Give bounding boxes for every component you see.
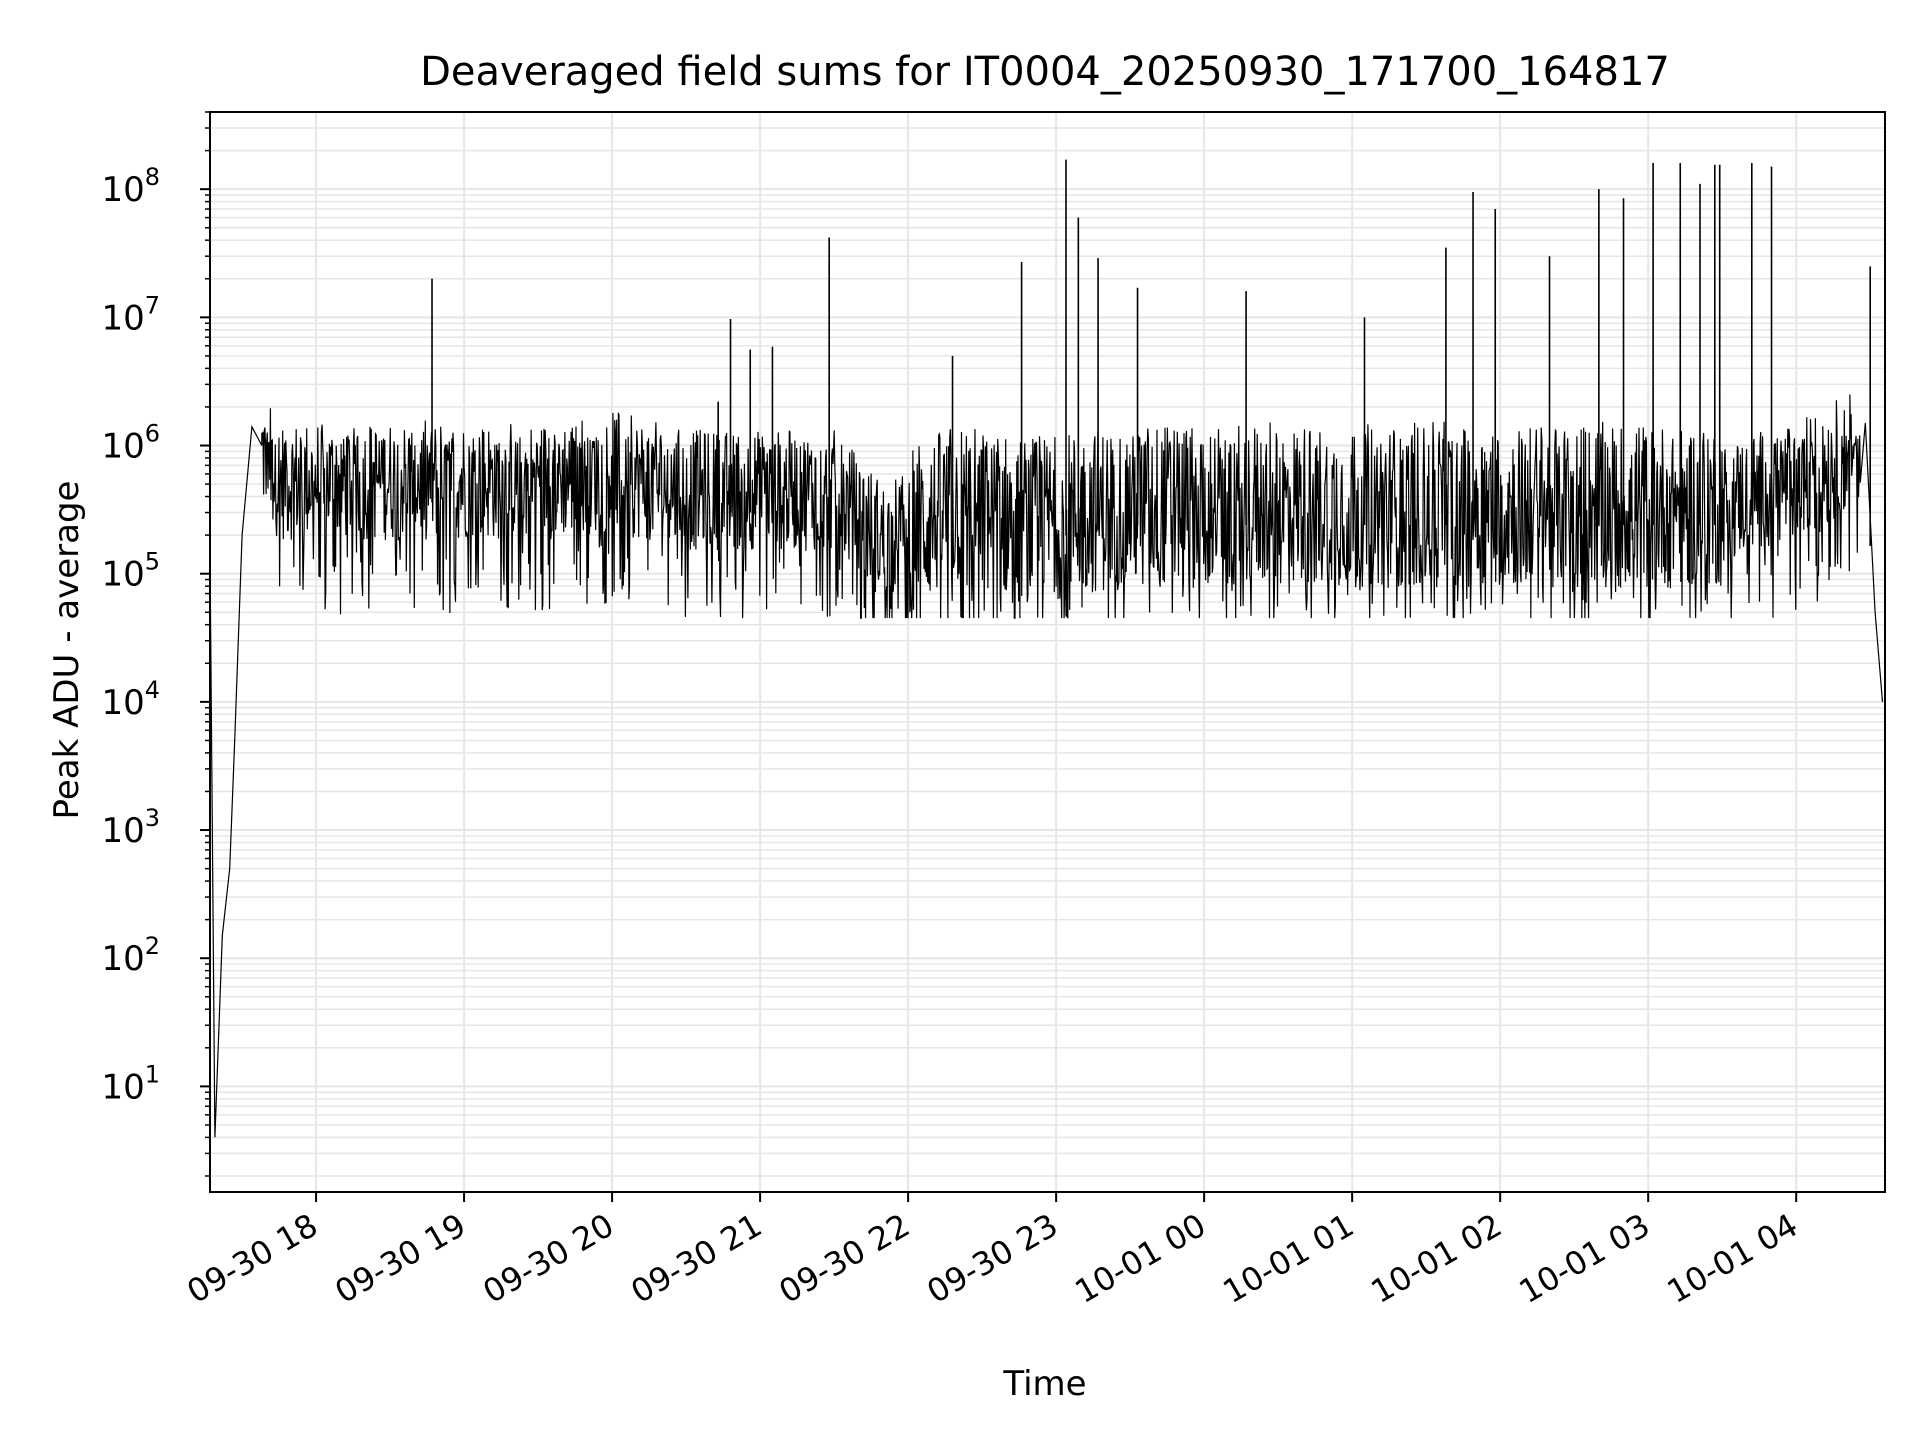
chart-title: Deaveraged field sums for IT0004_2025093… <box>420 49 1670 95</box>
y-tick-label: 102 <box>101 932 160 979</box>
y-tick-label: 106 <box>101 420 160 467</box>
series-line <box>209 394 1884 1138</box>
x-tick-label: 09-30 18 <box>180 1206 324 1311</box>
x-tick-label: 10-01 00 <box>1069 1206 1213 1311</box>
x-tick-label: 10-01 02 <box>1365 1206 1509 1311</box>
plot-frame <box>209 111 1886 1193</box>
data-layer <box>209 159 1884 1138</box>
grid <box>210 111 1885 1192</box>
y-tick-label: 101 <box>101 1060 160 1107</box>
x-tick-label: 09-30 21 <box>625 1206 769 1311</box>
y-axis-label: Peak ADU - average <box>47 481 87 820</box>
x-tick-label: 09-30 20 <box>476 1206 620 1311</box>
x-tick-label: 09-30 19 <box>328 1206 472 1311</box>
y-tick-label: 108 <box>101 163 160 210</box>
axes: 101 102 103 104 105 106 107 108 09-30 18 09-30 19… <box>101 111 1886 1311</box>
x-tick-label: 10-01 03 <box>1513 1206 1657 1311</box>
x-tick-label: 10-01 01 <box>1217 1206 1361 1311</box>
y-tick-label: 107 <box>101 291 160 338</box>
y-tick-label: 104 <box>101 676 160 723</box>
x-tick-label: 09-30 22 <box>773 1206 917 1311</box>
y-tick-label: 103 <box>101 804 160 851</box>
y-tick-label: 105 <box>101 548 160 595</box>
x-tick-label: 09-30 23 <box>921 1206 1065 1311</box>
x-tick-label: 10-01 04 <box>1661 1206 1805 1311</box>
x-axis-label: Time <box>1002 1364 1086 1404</box>
